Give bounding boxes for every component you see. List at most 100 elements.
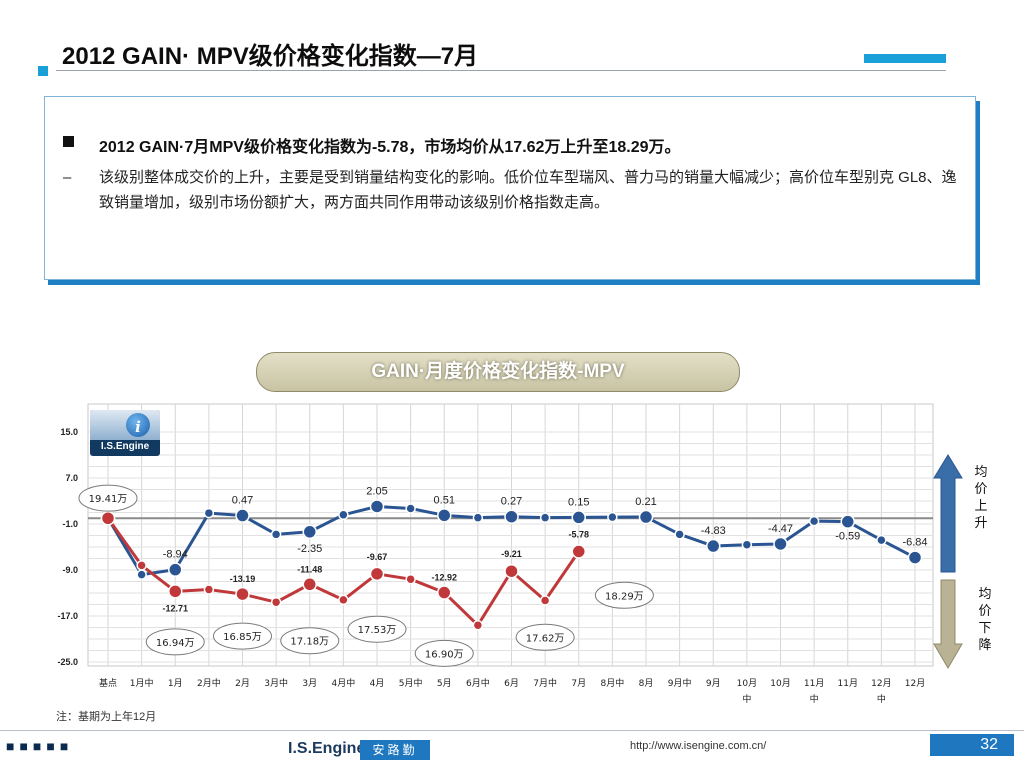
- red-series-point: [168, 584, 183, 599]
- price-callout-label: 16.90万: [425, 649, 464, 660]
- price-index-chart: 15.0 7.0 -1.0 -9.0 -17.0 -25.0 基点 1月中 1月 2月中 2月 3月中…: [57, 403, 992, 705]
- summary-box: 2012 GAIN·7月MPV级价格变化指数为-5.78，市场均价从17.62万…: [44, 96, 976, 280]
- x-tick-label: 中: [877, 693, 886, 705]
- red-data-label: -12.92: [431, 573, 457, 583]
- blue-data-label: -4.47: [768, 523, 793, 535]
- red-data-label: -11.48: [297, 564, 322, 574]
- up-arrow-icon: [933, 454, 963, 573]
- blue-series-point: [638, 509, 654, 525]
- x-tick-label: 8月中: [601, 677, 625, 689]
- x-tick-label: 8月: [639, 678, 654, 689]
- blue-series-point: [168, 562, 183, 577]
- red-series-point: [571, 544, 586, 559]
- x-tick-label: 5月中: [399, 677, 423, 689]
- x-tick-label: 7月中: [533, 677, 557, 689]
- blue-data-label: 0.27: [501, 496, 522, 508]
- title-accent-right: [864, 54, 946, 63]
- red-series-point: [539, 595, 551, 606]
- blue-series-point: [876, 534, 887, 546]
- x-tick-label: 2月: [235, 678, 250, 689]
- price-callout-label: 16.94万: [156, 638, 195, 649]
- logo-text: I.S.Engine: [100, 441, 150, 452]
- red-series-point: [235, 586, 250, 602]
- x-tick-label: 基点: [99, 677, 117, 689]
- price-callout: [213, 622, 272, 650]
- red-data-label: -9.67: [367, 552, 388, 562]
- price-callout-label: 17.18万: [290, 637, 329, 648]
- chart-title: GAIN·月度价格变化指数-MPV: [256, 352, 740, 392]
- blue-series-point: [504, 509, 519, 524]
- red-series-point: [504, 563, 519, 579]
- blue-series-point: [741, 539, 753, 550]
- info-i-icon: i: [126, 413, 150, 437]
- arrow-up-label: 升: [974, 516, 987, 531]
- blue-data-label: 0.21: [635, 496, 656, 508]
- price-callout: [78, 484, 138, 512]
- y-tick-label: -1.0: [62, 519, 78, 529]
- blue-data-label: 0.51: [434, 494, 455, 506]
- red-series-point: [100, 511, 116, 526]
- price-callout: [515, 623, 575, 651]
- price-callout: [594, 581, 654, 609]
- price-callout-label: 19.41万: [89, 494, 128, 505]
- red-series-point: [136, 560, 147, 571]
- blue-data-label: -4.83: [701, 525, 726, 537]
- x-tick-label: 9月: [706, 678, 721, 689]
- red-data-label: -9.21: [501, 549, 522, 559]
- red-series-point: [472, 619, 484, 631]
- arrow-up-label: 均: [974, 465, 987, 480]
- blue-series-point: [302, 524, 317, 540]
- x-tick-label: 5月: [437, 678, 452, 689]
- page-number: 32: [930, 734, 1014, 756]
- summary-detail-text: 该级别整体成交价的上升，主要是受到销量结构变化的影响。低价位车型瑞风、普力马的销…: [99, 169, 957, 211]
- arrow-down-label: 均: [978, 587, 991, 602]
- price-callout: [414, 639, 474, 667]
- price-callout: [280, 627, 340, 655]
- summary-headline: 2012 GAIN·7月MPV级价格变化指数为-5.78，市场均价从17.62万…: [99, 139, 681, 156]
- x-tick-label: 3月中: [264, 677, 288, 689]
- blue-series-point: [571, 510, 586, 525]
- blue-series-point: [907, 550, 923, 565]
- price-callout: [347, 615, 407, 643]
- x-tick-label: 4月中: [332, 677, 356, 689]
- blue-series-point: [840, 514, 855, 529]
- title-divider: [56, 70, 946, 71]
- blue-series-point: [338, 509, 349, 521]
- blue-series-point: [235, 508, 250, 523]
- blue-series-point: [472, 512, 484, 523]
- price-callout-label: 17.62万: [526, 633, 565, 644]
- x-tick-label: 1月: [168, 678, 183, 689]
- blue-series-point: [405, 503, 416, 514]
- x-tick-label: 10月: [737, 678, 757, 689]
- blue-data-label: 0.15: [568, 496, 589, 508]
- red-data-label: -12.71: [162, 603, 188, 613]
- blue-data-label: -8.94: [163, 549, 188, 561]
- arrow-down-label: 降: [978, 638, 991, 653]
- x-tick-label: 12月: [905, 678, 925, 689]
- blue-data-label: 2.05: [366, 485, 387, 497]
- footer-badge: 安路勤: [360, 740, 430, 760]
- blue-data-label: -6.84: [902, 537, 927, 549]
- price-callout-label: 17.53万: [358, 625, 397, 636]
- y-tick-label: -25.0: [57, 657, 78, 667]
- x-tick-label: 6月: [504, 678, 519, 689]
- x-tick-label: 中: [810, 693, 819, 705]
- red-data-label: -13.19: [230, 574, 256, 584]
- x-tick-label: 1月中: [130, 677, 154, 689]
- y-tick-label: 15.0: [60, 427, 78, 437]
- square-bullet-icon: [63, 136, 74, 147]
- red-series-point: [203, 584, 215, 595]
- blue-series-point: [369, 499, 385, 514]
- blue-series-point: [136, 569, 147, 580]
- price-callout: [145, 628, 205, 656]
- y-tick-label: -9.0: [62, 565, 78, 575]
- y-tick-label: -17.0: [57, 611, 78, 621]
- x-tick-label: 中: [742, 693, 751, 705]
- price-callout-label: 16.85万: [223, 632, 262, 643]
- footer-url[interactable]: http://www.isengine.com.cn/: [630, 740, 767, 752]
- x-tick-label: 11月: [838, 678, 858, 689]
- x-tick-label: 12月: [871, 678, 891, 689]
- x-tick-label: 11月: [804, 678, 824, 689]
- price-callout-label: 18.29万: [605, 591, 644, 602]
- red-series-point: [338, 594, 349, 606]
